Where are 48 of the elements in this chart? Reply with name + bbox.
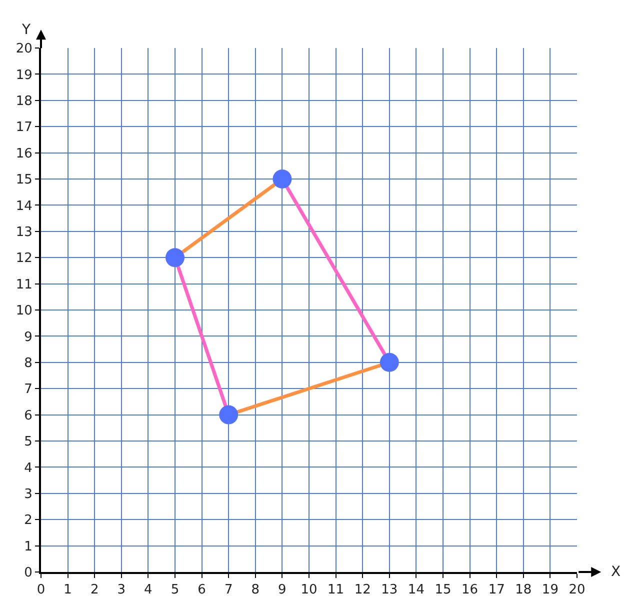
x-tick-label: 4 <box>144 582 152 598</box>
x-tick-label: 5 <box>170 582 180 598</box>
x-tick-label: 20 <box>568 582 586 598</box>
x-tick-label: 13 <box>381 582 398 598</box>
x-tick-label: 18 <box>515 582 532 598</box>
y-tick-label: 7 <box>24 382 32 398</box>
y-tick-label: 8 <box>24 356 32 371</box>
x-tick-label: 11 <box>328 582 344 598</box>
y-tick-label: 2 <box>24 513 32 528</box>
y-axis-title: Y <box>21 22 31 38</box>
y-tick-label: 6 <box>24 408 32 424</box>
point <box>166 248 184 268</box>
y-tick-label: 17 <box>16 120 32 136</box>
x-axis-title: X <box>611 564 621 580</box>
y-tick-label: 15 <box>16 172 32 188</box>
x-tick-label: 16 <box>462 582 478 598</box>
y-tick-label: 13 <box>16 224 32 240</box>
y-tick-label: 18 <box>16 94 32 109</box>
y-tick-label: 0 <box>24 566 32 581</box>
y-tick-label: 20 <box>16 42 32 57</box>
x-tick-label: 8 <box>251 582 260 598</box>
point <box>219 405 238 424</box>
x-tick-label: 12 <box>354 582 371 598</box>
y-tick-label: 12 <box>16 251 32 266</box>
point <box>380 352 399 372</box>
x-tick-label: 2 <box>90 582 99 598</box>
x-tick-label: 0 <box>36 582 46 598</box>
x-tick-label: 17 <box>488 582 505 598</box>
y-tick-label: 5 <box>24 434 32 450</box>
y-tick-label: 19 <box>16 68 32 83</box>
x-tick-label: 14 <box>408 582 424 598</box>
x-tick-label: 7 <box>224 582 233 598</box>
y-tick-label: 4 <box>24 460 32 476</box>
y-tick-label: 1 <box>24 539 32 554</box>
y-tick-label: 11 <box>16 277 32 292</box>
y-tick-label: 10 <box>16 304 32 319</box>
x-tick-label: 15 <box>434 582 452 598</box>
x-tick-label: 6 <box>198 582 206 598</box>
x-tick-label: 10 <box>300 582 318 598</box>
y-tick-label: 16 <box>16 146 32 162</box>
x-tick-label: 3 <box>117 582 126 598</box>
x-tick-label: 9 <box>278 582 286 598</box>
y-tick-label: 9 <box>24 330 32 345</box>
x-tick-label: 19 <box>542 582 558 598</box>
y-tick-label: 3 <box>24 486 32 502</box>
x-tick-label: 1 <box>64 582 72 598</box>
point <box>272 170 292 188</box>
y-tick-label: 14 <box>16 198 32 214</box>
